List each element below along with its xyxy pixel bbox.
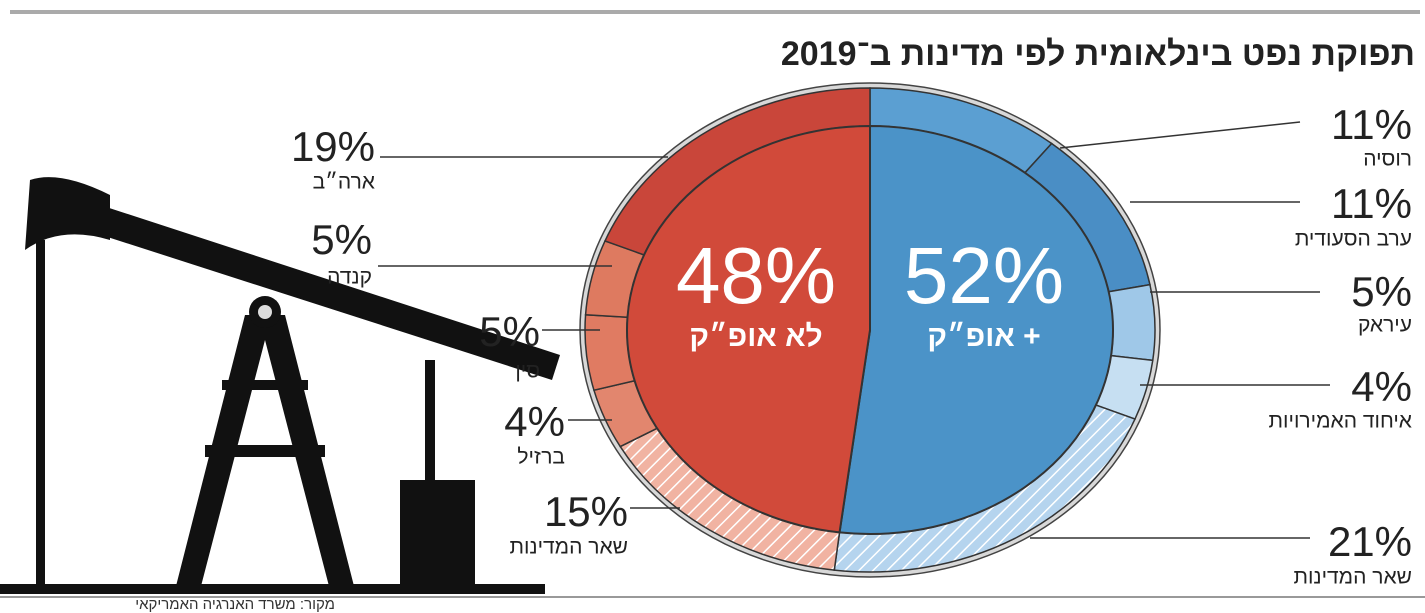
- outer-value-label: 4%: [504, 398, 565, 445]
- outer-category-label: ברזיל: [517, 446, 565, 469]
- pump-motor: [400, 480, 475, 590]
- outer-value-label: 19%: [291, 123, 375, 170]
- outer-value-label: 4%: [1351, 363, 1412, 410]
- outer-value-label: 5%: [1351, 268, 1412, 315]
- outer-category-label: ערב הסעודית: [1295, 228, 1412, 251]
- pump-brace: [222, 380, 308, 390]
- outer-category-label: ארה״ב: [313, 171, 375, 194]
- outer-category-label: עיראק: [1358, 314, 1412, 337]
- inner-value-label: 48%: [676, 231, 836, 320]
- inner-value-label: 52%: [904, 231, 1064, 320]
- inner-category-label: אופ״ק +: [927, 320, 1040, 353]
- pump-arm: [425, 360, 435, 490]
- pump-brace: [205, 445, 325, 457]
- outer-category-label: קנדה: [327, 266, 372, 289]
- pump-base: [0, 584, 545, 594]
- outer-value-label: 11%: [1331, 180, 1412, 227]
- pump-icon: [0, 177, 560, 594]
- outer-value-label: 21%: [1328, 518, 1412, 565]
- top-rule: [10, 10, 1420, 14]
- pump-head: [25, 177, 110, 250]
- outer-value-label: 11%: [1331, 101, 1412, 148]
- pump-beam: [92, 205, 560, 380]
- outer-value-label: 15%: [544, 488, 628, 535]
- inner-slice: [626, 124, 871, 534]
- source: מקור: משרד האנרגיה האמריקאי: [135, 596, 335, 613]
- leader-line: [1059, 121, 1301, 149]
- chart-title: תפוקת נפט בינלאומית לפי מדינות ב־2019: [781, 35, 1415, 73]
- outer-segment: [1107, 283, 1156, 362]
- inner-category-label: לא אופ״ק: [689, 320, 822, 353]
- outer-value-label: 5%: [311, 216, 372, 263]
- outer-category-label: סין: [515, 360, 540, 383]
- outer-value-label: 5%: [479, 308, 540, 355]
- pump-rod: [36, 240, 45, 592]
- pump-pivot-hole: [258, 305, 272, 319]
- outer-category-label: איחוד האמירויות: [1269, 410, 1412, 433]
- outer-category-label: שאר המדינות: [1293, 566, 1412, 589]
- bottom-rule: [0, 596, 1425, 598]
- inner-slice: [838, 124, 1114, 535]
- outer-category-label: רוסיה: [1363, 148, 1412, 171]
- outer-category-label: שאר המדינות: [509, 536, 628, 559]
